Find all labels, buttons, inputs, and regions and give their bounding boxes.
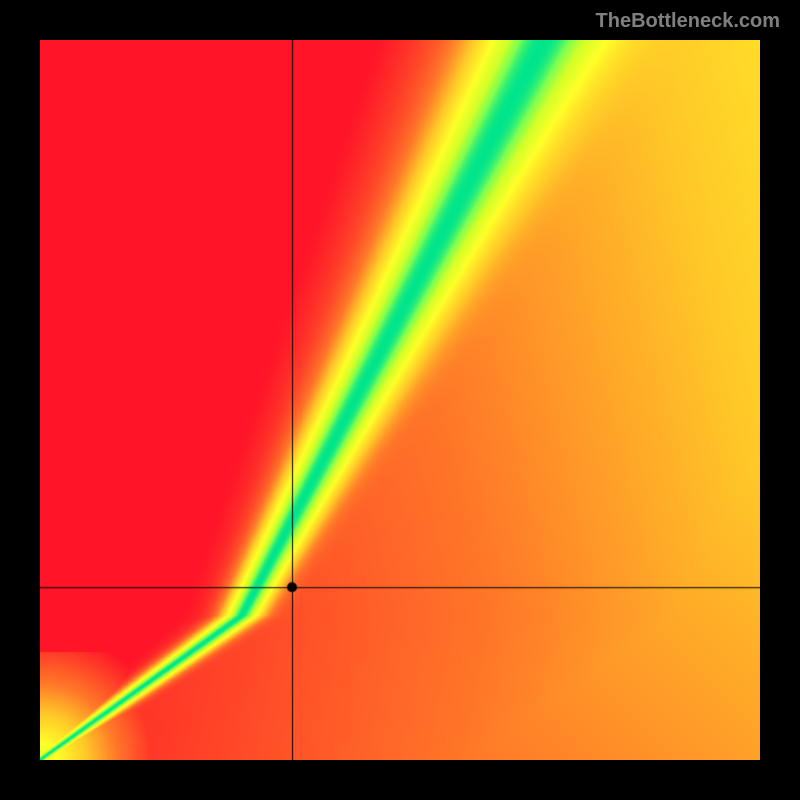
watermark-text: TheBottleneck.com bbox=[596, 10, 780, 33]
bottleneck-heatmap bbox=[40, 40, 760, 760]
heatmap-canvas bbox=[40, 40, 760, 760]
